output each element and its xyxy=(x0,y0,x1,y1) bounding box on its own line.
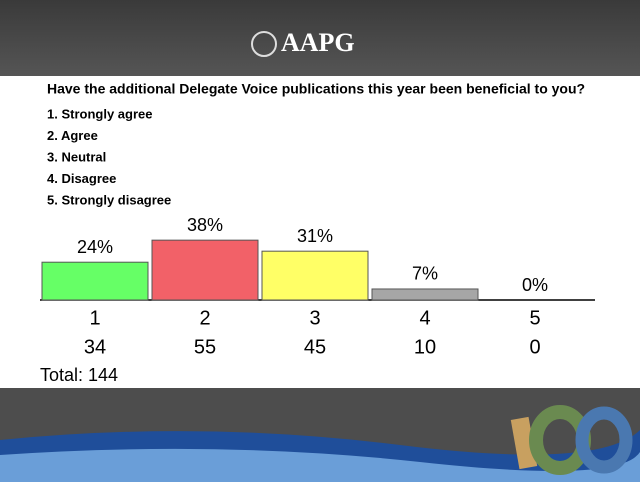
question: Have the additional Delegate Voice publi… xyxy=(47,81,585,97)
count-label: 34 xyxy=(84,336,106,358)
bar xyxy=(41,261,149,301)
count-label: 10 xyxy=(414,336,436,358)
logo-text: AAPG xyxy=(281,28,355,57)
bar xyxy=(151,239,259,301)
value-label: 0% xyxy=(522,275,548,295)
bar xyxy=(371,288,479,301)
option: 4. Disagree xyxy=(47,171,116,186)
category-label: 5 xyxy=(529,307,540,329)
logo-seal xyxy=(251,31,277,57)
content-area xyxy=(0,76,640,388)
count-label: 0 xyxy=(529,336,540,358)
category-label: 2 xyxy=(199,307,210,329)
option: 5. Strongly disagree xyxy=(47,192,171,207)
category-label: 4 xyxy=(419,307,430,329)
category-label: 3 xyxy=(309,307,320,329)
bar xyxy=(261,250,369,301)
value-label: 38% xyxy=(187,215,223,235)
value-label: 24% xyxy=(77,237,113,257)
value-label: 31% xyxy=(297,226,333,246)
value-label: 7% xyxy=(412,264,438,284)
option: 2. Agree xyxy=(47,128,98,143)
count-label: 55 xyxy=(194,336,216,358)
option: 3. Neutral xyxy=(47,149,106,164)
header-band xyxy=(0,0,640,76)
category-label: 1 xyxy=(89,307,100,329)
option: 1. Strongly agree xyxy=(47,106,152,121)
footer-wave-light xyxy=(0,448,640,482)
centennial-logo xyxy=(510,405,633,475)
count-label: 45 xyxy=(304,336,326,358)
total: Total: 144 xyxy=(40,365,118,385)
